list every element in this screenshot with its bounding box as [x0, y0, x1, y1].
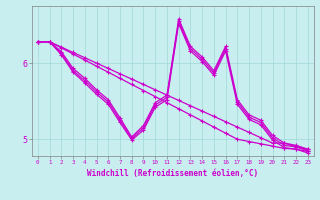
X-axis label: Windchill (Refroidissement éolien,°C): Windchill (Refroidissement éolien,°C): [87, 169, 258, 178]
